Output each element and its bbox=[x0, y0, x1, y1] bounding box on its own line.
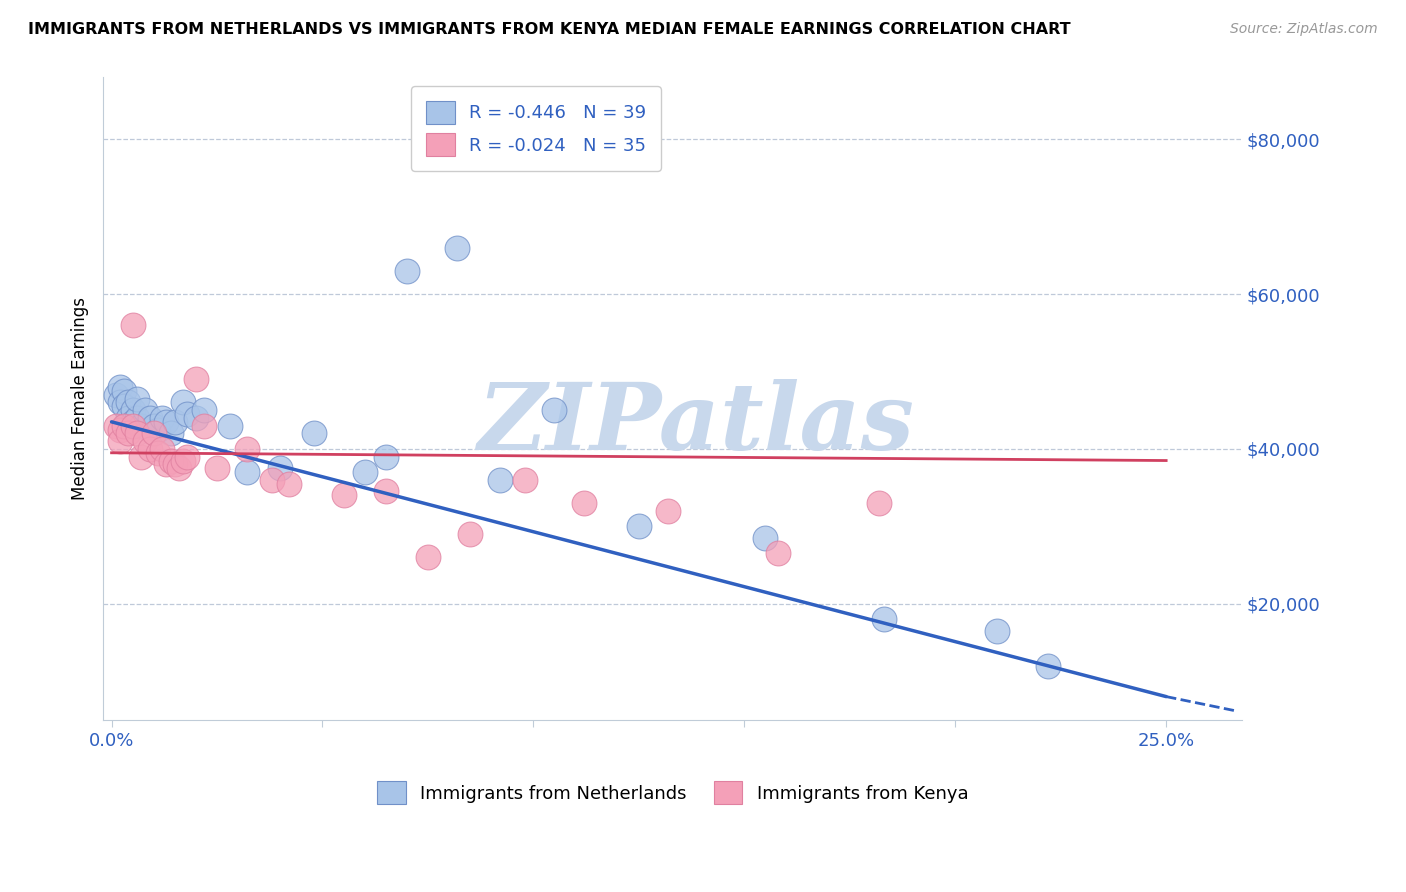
Point bbox=[146, 446, 169, 460]
Point bbox=[446, 241, 468, 255]
Point bbox=[159, 453, 181, 467]
Point bbox=[167, 461, 190, 475]
Point bbox=[138, 411, 160, 425]
Point bbox=[353, 465, 375, 479]
Point bbox=[104, 418, 127, 433]
Point bbox=[374, 450, 396, 464]
Point bbox=[260, 473, 283, 487]
Point bbox=[112, 418, 135, 433]
Point bbox=[218, 418, 240, 433]
Point bbox=[117, 426, 139, 441]
Point bbox=[235, 465, 257, 479]
Point bbox=[108, 423, 131, 437]
Point bbox=[193, 403, 215, 417]
Point bbox=[125, 411, 148, 425]
Point bbox=[872, 612, 894, 626]
Point bbox=[205, 461, 228, 475]
Point bbox=[513, 473, 536, 487]
Y-axis label: Median Female Earnings: Median Female Earnings bbox=[72, 297, 89, 500]
Point bbox=[125, 426, 148, 441]
Text: IMMIGRANTS FROM NETHERLANDS VS IMMIGRANTS FROM KENYA MEDIAN FEMALE EARNINGS CORR: IMMIGRANTS FROM NETHERLANDS VS IMMIGRANT… bbox=[28, 22, 1071, 37]
Point bbox=[277, 476, 299, 491]
Point bbox=[868, 496, 890, 510]
Text: ZIPatlas: ZIPatlas bbox=[477, 379, 914, 469]
Point bbox=[121, 403, 143, 417]
Point bbox=[163, 458, 186, 472]
Point bbox=[134, 403, 156, 417]
Point bbox=[150, 411, 173, 425]
Point bbox=[121, 415, 143, 429]
Text: Source: ZipAtlas.com: Source: ZipAtlas.com bbox=[1230, 22, 1378, 37]
Point bbox=[416, 550, 439, 565]
Point bbox=[488, 473, 510, 487]
Point bbox=[112, 400, 135, 414]
Point bbox=[129, 418, 152, 433]
Point bbox=[627, 519, 650, 533]
Point bbox=[374, 484, 396, 499]
Point bbox=[108, 395, 131, 409]
Point bbox=[159, 426, 181, 441]
Point bbox=[150, 442, 173, 456]
Point bbox=[142, 418, 165, 433]
Point bbox=[754, 531, 776, 545]
Point bbox=[176, 450, 198, 464]
Point bbox=[184, 372, 207, 386]
Point bbox=[121, 418, 143, 433]
Point bbox=[766, 546, 789, 560]
Point bbox=[184, 411, 207, 425]
Point bbox=[458, 527, 481, 541]
Point bbox=[1036, 658, 1059, 673]
Point bbox=[117, 395, 139, 409]
Point bbox=[108, 380, 131, 394]
Point bbox=[125, 392, 148, 406]
Point bbox=[108, 434, 131, 449]
Point bbox=[302, 426, 325, 441]
Point bbox=[572, 496, 595, 510]
Point bbox=[104, 388, 127, 402]
Point bbox=[112, 384, 135, 398]
Point bbox=[176, 407, 198, 421]
Legend: Immigrants from Netherlands, Immigrants from Kenya: Immigrants from Netherlands, Immigrants … bbox=[370, 773, 976, 812]
Point bbox=[269, 461, 291, 475]
Point bbox=[134, 434, 156, 449]
Point bbox=[395, 264, 418, 278]
Point bbox=[172, 395, 194, 409]
Point bbox=[155, 415, 177, 429]
Point bbox=[142, 426, 165, 441]
Point bbox=[235, 442, 257, 456]
Point bbox=[121, 318, 143, 332]
Point bbox=[129, 450, 152, 464]
Point bbox=[543, 403, 565, 417]
Point bbox=[138, 442, 160, 456]
Point bbox=[193, 418, 215, 433]
Point bbox=[146, 423, 169, 437]
Point bbox=[657, 504, 679, 518]
Point bbox=[155, 458, 177, 472]
Point bbox=[986, 624, 1008, 638]
Point bbox=[332, 488, 354, 502]
Point bbox=[163, 415, 186, 429]
Point bbox=[172, 453, 194, 467]
Point bbox=[117, 411, 139, 425]
